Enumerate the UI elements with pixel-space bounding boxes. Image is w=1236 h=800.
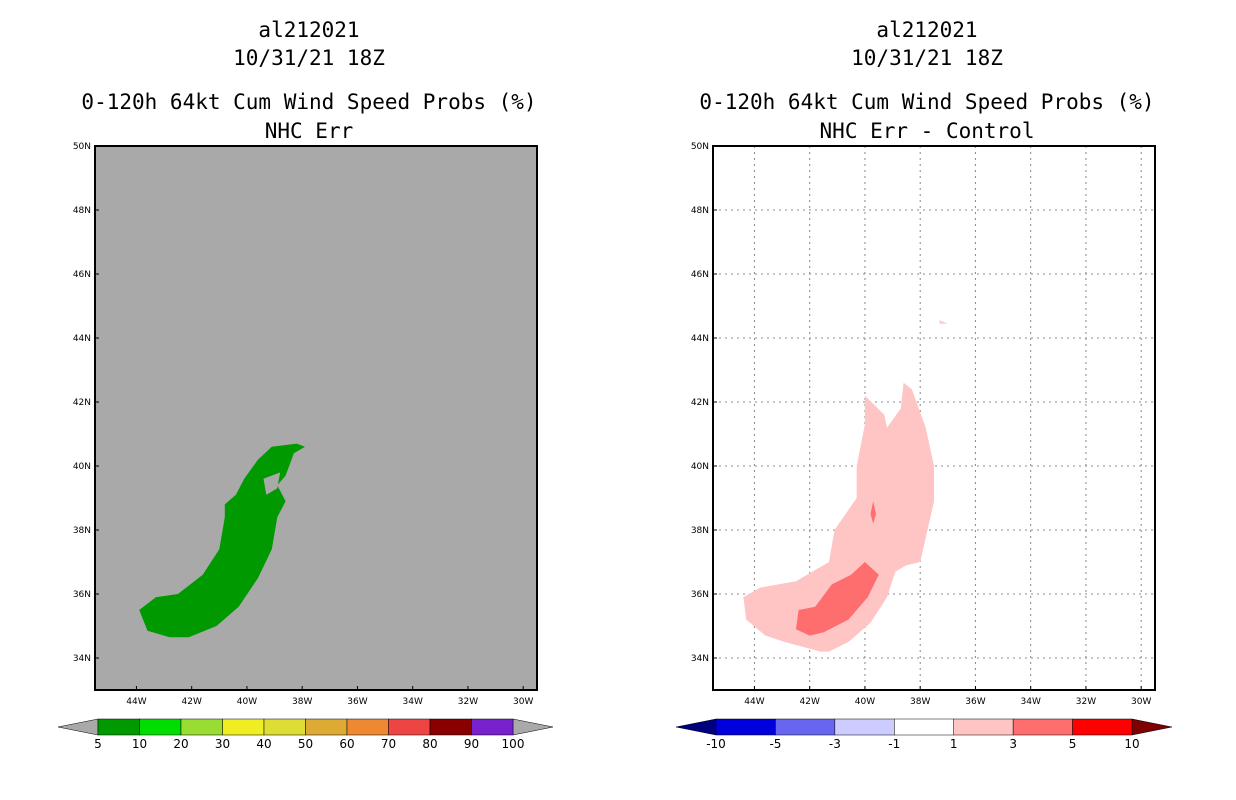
lon-tick-label: 34W bbox=[1021, 697, 1041, 707]
colorbar-label: 60 bbox=[339, 737, 354, 751]
lat-tick-label: 48N bbox=[73, 206, 91, 216]
colorbar-label: 90 bbox=[464, 737, 479, 751]
colorbar-label: 30 bbox=[215, 737, 230, 751]
colorbar-label: 10 bbox=[132, 737, 147, 751]
colorbar-box bbox=[953, 718, 1014, 736]
lat-tick-label: 36N bbox=[73, 590, 91, 600]
colorbar-label: 5 bbox=[94, 737, 102, 751]
colorbar-label: 70 bbox=[381, 737, 396, 751]
left-panel: al212021 10/31/21 18Z 0-120h 64kt Cum Wi… bbox=[57, 18, 554, 751]
right-panel: al212021 10/31/21 18Z 0-120h 64kt Cum Wi… bbox=[618, 0, 1236, 800]
chart-subtitle: NHC Err - Control bbox=[819, 119, 1035, 143]
chart-title: 0-120h 64kt Cum Wind Speed Probs (%) bbox=[699, 90, 1155, 114]
colorbar-label: 40 bbox=[256, 737, 271, 751]
storm-id: al212021 bbox=[258, 18, 360, 42]
chart-subtitle: NHC Err bbox=[264, 119, 354, 143]
colorbar-box bbox=[775, 718, 836, 736]
storm-id: al212021 bbox=[876, 18, 978, 42]
lat-tick-label: 42N bbox=[73, 398, 91, 408]
storm-time: 10/31/21 18Z bbox=[851, 46, 1003, 70]
lat-tick-label: 38N bbox=[73, 526, 91, 536]
lon-tick-label: 40W bbox=[855, 697, 875, 707]
colorbar-end-high bbox=[1131, 718, 1173, 736]
lon-tick-label: 42W bbox=[800, 697, 820, 707]
colorbar-label: -10 bbox=[706, 737, 726, 751]
lat-tick-label: 38N bbox=[691, 526, 709, 536]
lon-tick-label: 40W bbox=[237, 697, 257, 707]
colorbar-box bbox=[97, 718, 140, 736]
contour-region bbox=[795, 562, 879, 636]
lon-tick-label: 36W bbox=[347, 697, 367, 707]
contour-region bbox=[139, 443, 305, 638]
lat-tick-label: 44N bbox=[691, 334, 709, 344]
lon-tick-label: 38W bbox=[292, 697, 312, 707]
colorbar-box bbox=[180, 718, 223, 736]
plot-group: 34N 36N 38N 40N 42N 44N 46N 48N 50N 44W 42W 40W 38W 3… bbox=[57, 142, 554, 751]
colorbar-box bbox=[1012, 718, 1073, 736]
colorbar-box bbox=[894, 718, 954, 736]
lat-tick-label: 40N bbox=[73, 462, 91, 472]
colorbar-box bbox=[305, 718, 348, 736]
colorbar-label: 50 bbox=[298, 737, 313, 751]
lat-tick-label: 50N bbox=[73, 142, 91, 152]
colorbar-label: -1 bbox=[888, 737, 900, 751]
contour-region bbox=[743, 382, 934, 652]
contour-region bbox=[263, 472, 281, 495]
lat-tick-label: 42N bbox=[691, 398, 709, 408]
plot-frame bbox=[94, 145, 538, 691]
lat-tick-label: 36N bbox=[691, 590, 709, 600]
plot-frame bbox=[712, 145, 1156, 691]
colorbar-label: 10 bbox=[1124, 737, 1139, 751]
colorbar-label: 3 bbox=[1009, 737, 1017, 751]
colorbar-box bbox=[834, 718, 895, 736]
colorbar-box bbox=[222, 718, 265, 736]
lat-tick-label: 50N bbox=[691, 142, 709, 152]
colorbar-label: 80 bbox=[422, 737, 437, 751]
lat-tick-label: 46N bbox=[73, 270, 91, 280]
lon-tick-label: 30W bbox=[1131, 697, 1151, 707]
lon-tick-label: 36W bbox=[965, 697, 985, 707]
colorbar-box bbox=[429, 718, 472, 736]
colorbar-box bbox=[139, 718, 182, 736]
lat-tick-label: 40N bbox=[691, 462, 709, 472]
lon-tick-label: 44W bbox=[126, 697, 146, 707]
lon-tick-label: 32W bbox=[1076, 697, 1096, 707]
colorbar-label: -5 bbox=[769, 737, 781, 751]
chart-title: 0-120h 64kt Cum Wind Speed Probs (%) bbox=[81, 90, 537, 114]
lat-tick-label: 46N bbox=[691, 270, 709, 280]
lat-tick-label: 48N bbox=[691, 206, 709, 216]
colorbar-label: 1 bbox=[950, 737, 958, 751]
colorbar-label: 5 bbox=[1069, 737, 1077, 751]
colorbar-box bbox=[1072, 718, 1133, 736]
colorbar-label: 100 bbox=[502, 737, 525, 751]
colorbar-box bbox=[263, 718, 306, 736]
colorbar-end-high bbox=[512, 718, 554, 736]
colorbar-label: -3 bbox=[829, 737, 841, 751]
colorbar-end-low bbox=[57, 718, 99, 736]
colorbar-box bbox=[346, 718, 389, 736]
lon-tick-label: 32W bbox=[458, 697, 478, 707]
lon-tick-label: 34W bbox=[403, 697, 423, 707]
right-chart: 34N 36N 38N 40N 42N 44N 46N 48N 50N 44W 42W 40W 38W 3… bbox=[675, 142, 1173, 751]
colorbar-label: 20 bbox=[173, 737, 188, 751]
contour-region bbox=[870, 501, 876, 524]
lon-tick-label: 38W bbox=[910, 697, 930, 707]
colorbar-end-low bbox=[675, 718, 717, 736]
plot-group: 34N 36N 38N 40N 42N 44N 46N 48N 50N 44W 42W 40W 38W 3… bbox=[675, 142, 1173, 751]
storm-time: 10/31/21 18Z bbox=[233, 46, 385, 70]
colorbar-box bbox=[388, 718, 431, 736]
left-chart: 34N 36N 38N 40N 42N 44N 46N 48N 50N 44W 42W 40W 38W 3… bbox=[57, 142, 554, 751]
lat-tick-label: 34N bbox=[691, 654, 709, 664]
colorbar-box bbox=[715, 718, 776, 736]
lon-tick-label: 42W bbox=[182, 697, 202, 707]
lon-tick-label: 44W bbox=[744, 697, 764, 707]
colorbar-box bbox=[471, 718, 514, 736]
lat-tick-label: 44N bbox=[73, 334, 91, 344]
lon-tick-label: 30W bbox=[513, 697, 533, 707]
contour-region bbox=[939, 320, 948, 324]
lat-tick-label: 34N bbox=[73, 654, 91, 664]
